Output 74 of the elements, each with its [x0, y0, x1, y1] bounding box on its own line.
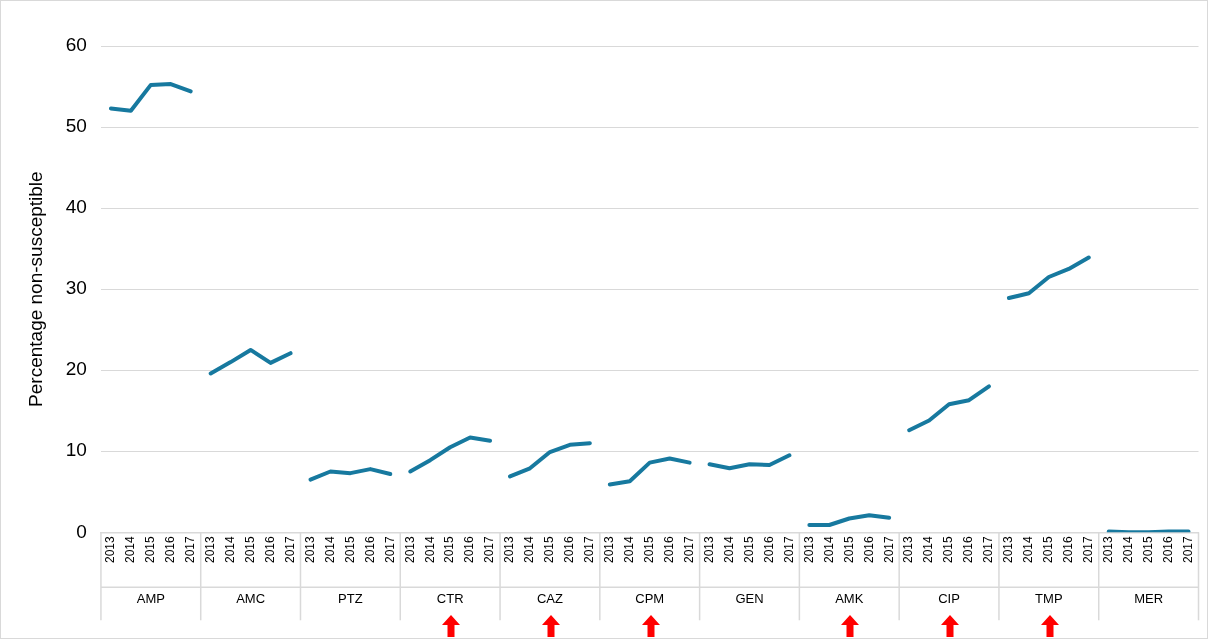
y-tick-label: 60 [65, 34, 87, 56]
x-tick-label: 2014 [322, 535, 337, 564]
x-tick-label: 2014 [721, 535, 736, 564]
x-tick-label: 2013 [302, 535, 317, 564]
x-tick-label: 2013 [1101, 535, 1116, 564]
x-tick-label: 2015 [642, 535, 657, 564]
x-tick-label: 2016 [262, 535, 277, 564]
text: PTZ [338, 590, 363, 606]
text: AMK [835, 590, 864, 606]
x-tick-label: 2013 [103, 535, 118, 564]
x-tick-label: 2017 [981, 535, 996, 564]
text: CAZ [536, 590, 563, 606]
x-tick-label: 2016 [1160, 535, 1175, 564]
x-tick-label: 2015 [941, 535, 956, 564]
text: AMP [136, 590, 165, 606]
x-tick-label: 2016 [1061, 535, 1076, 564]
x-tick-label: 2013 [602, 535, 617, 564]
x-tick-label: 2014 [123, 535, 138, 564]
x-tick-label: 2014 [1021, 535, 1036, 564]
x-tick-label: 2013 [502, 535, 517, 564]
x-tick-label: 2016 [462, 535, 477, 564]
x-tick-label: 2014 [821, 535, 836, 564]
x-tick-label: 2016 [761, 535, 776, 564]
x-tick-label: 2014 [921, 535, 936, 564]
x-tick-label: 2014 [622, 535, 637, 564]
x-tick-label: 2014 [422, 535, 437, 564]
x-tick-label: 2013 [402, 535, 417, 564]
y-tick-label: 0 [76, 520, 87, 542]
y-tick-label: 40 [65, 196, 87, 218]
x-tick-label: 2017 [1081, 535, 1096, 564]
x-tick-label: 2015 [143, 535, 158, 564]
text: MER [1134, 590, 1164, 606]
text: GEN [735, 590, 764, 606]
x-tick-label: 2016 [861, 535, 876, 564]
x-tick-label: 2017 [881, 535, 896, 564]
x-tick-label: 2013 [801, 535, 816, 564]
x-tick-label: 2014 [222, 535, 237, 564]
y-axis-title: Percentage non-susceptible [24, 171, 46, 407]
y-tick-label: 50 [65, 115, 87, 137]
text: CTR [436, 590, 464, 606]
x-tick-label: 2016 [163, 535, 178, 564]
x-tick-label: 2015 [1140, 535, 1155, 564]
text: CIP [938, 590, 960, 606]
x-tick-label: 2014 [1120, 535, 1135, 564]
x-tick-label: 2013 [1001, 535, 1016, 564]
x-tick-label: 2017 [781, 535, 796, 564]
text: AMC [236, 590, 266, 606]
x-tick-label: 2017 [1180, 535, 1195, 564]
x-tick-label: 2016 [961, 535, 976, 564]
x-tick-label: 2013 [203, 535, 217, 564]
x-tick-label: 2017 [582, 535, 597, 564]
x-tick-label: 2015 [342, 535, 357, 564]
x-tick-label: 2016 [362, 535, 377, 564]
x-tick-label: 2015 [442, 535, 457, 564]
x-tick-label: 2016 [661, 535, 676, 564]
x-tick-label: 2015 [542, 535, 557, 564]
x-tick-label: 2013 [901, 535, 916, 564]
text: CPM [635, 590, 665, 606]
x-tick-label: 2017 [282, 535, 297, 564]
y-tick-label: 20 [65, 358, 87, 380]
x-tick-label: 2017 [183, 535, 198, 564]
x-tick-label: 2017 [482, 535, 497, 564]
x-tick-label: 2016 [562, 535, 577, 564]
x-tick-label: 2015 [1041, 535, 1056, 564]
x-tick-label: 2017 [681, 535, 696, 564]
text: TMP [1035, 590, 1063, 606]
x-tick-label: 2017 [382, 535, 397, 564]
y-tick-label: 30 [65, 277, 87, 299]
x-tick-label: 2013 [701, 535, 716, 564]
y-tick-label: 10 [65, 439, 87, 461]
x-tick-label: 2015 [242, 535, 257, 564]
x-tick-label: 2015 [841, 535, 856, 564]
x-tick-label: 2014 [522, 535, 537, 564]
x-tick-label: 2015 [741, 535, 756, 564]
